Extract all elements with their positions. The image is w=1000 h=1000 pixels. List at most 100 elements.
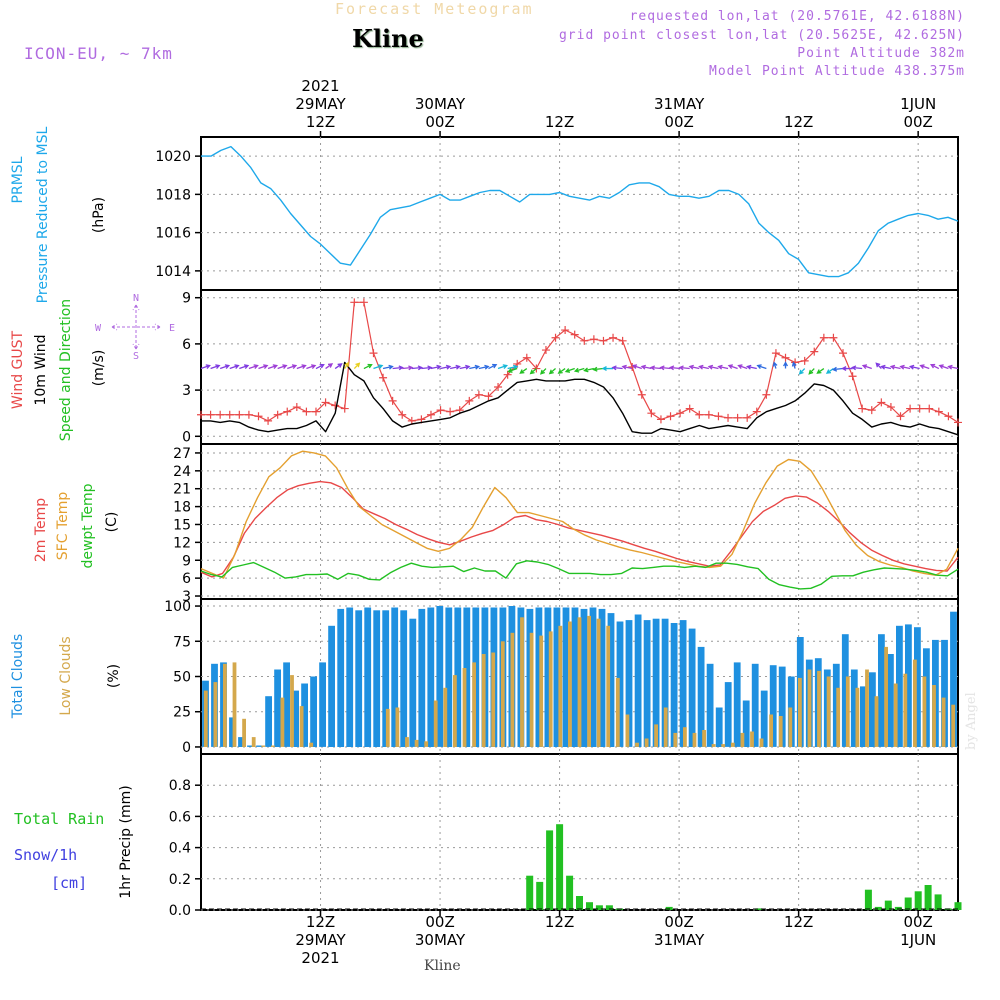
wind-direction-arrow	[267, 364, 279, 370]
gust-marker	[388, 396, 397, 405]
total-cloud-bar	[607, 613, 615, 747]
wind-direction-arrow	[219, 364, 231, 370]
low-cloud-bar	[817, 670, 821, 747]
gust-marker	[848, 372, 857, 381]
gust-marker	[819, 333, 828, 342]
low-cloud-bar	[520, 617, 524, 747]
wind-direction-arrow	[919, 364, 930, 370]
y-tick-label: 1016	[155, 226, 191, 242]
wind-direction-arrow	[756, 364, 767, 370]
gust-marker	[810, 347, 819, 356]
gust-marker	[321, 398, 330, 407]
total-cloud-bar	[310, 676, 317, 747]
total-cloud-bar	[616, 621, 624, 747]
wind-direction-arrow	[334, 363, 343, 370]
low-cloud-bar	[884, 646, 888, 747]
total-cloud-bar	[652, 618, 660, 747]
total-cloud-bar	[265, 696, 272, 747]
low-cloud-bar	[721, 744, 726, 747]
gust-marker	[474, 390, 483, 399]
total-cloud-bar	[562, 607, 570, 747]
total-cloud-bar	[598, 608, 606, 747]
gust-marker	[704, 410, 713, 419]
low-cloud-bar	[529, 632, 534, 747]
time-label-top: 29MAY	[295, 95, 346, 113]
rain-bar	[536, 881, 544, 910]
total-cloud-bar	[247, 745, 254, 747]
wind-direction-arrow	[519, 368, 528, 374]
tsfc-series-line	[200, 450, 959, 579]
wind-direction-arrow	[825, 368, 834, 374]
y-tick-label: 18	[173, 500, 191, 516]
low-cloud-bar	[769, 714, 773, 747]
total-cloud-bar	[742, 700, 750, 747]
y-tick-label: 6	[182, 337, 191, 353]
low-cloud-bar	[740, 732, 745, 747]
gust-marker	[906, 404, 915, 413]
wind-direction-arrow	[507, 364, 519, 370]
rain-bar	[755, 908, 763, 910]
gust-marker	[311, 407, 320, 416]
low-cloud-bar	[290, 675, 294, 747]
y-tick-label: 6	[182, 571, 191, 587]
low-cloud-bar	[424, 741, 429, 747]
panel-frame	[200, 136, 959, 291]
low-cloud-bar	[750, 731, 754, 747]
time-label-top: 2021	[301, 77, 339, 95]
prmsl-label: PRMSL	[10, 156, 26, 203]
low-cloud-bar	[385, 708, 390, 747]
low-cloud-bar	[730, 742, 735, 747]
total-cloud-bar	[427, 607, 435, 747]
gust-marker	[666, 412, 675, 421]
wind-direction-arrow	[875, 362, 882, 369]
total-cloud-bar	[941, 639, 948, 747]
low-cloud-bar	[663, 707, 668, 747]
low-cloud-bar	[702, 730, 706, 747]
time-label-bottom: 00Z	[425, 913, 454, 931]
low-cloud-bar	[807, 669, 812, 747]
gust-marker	[743, 413, 752, 422]
low-cloud-bar	[951, 704, 956, 747]
low-cloud-bar	[251, 737, 256, 747]
time-label-bottom: 00Z	[664, 913, 693, 931]
rain-bar	[874, 906, 882, 910]
low-cloud-bar	[433, 700, 438, 747]
rain-bar	[934, 894, 942, 910]
low-cloud-bar	[673, 732, 678, 747]
location-title: Kline	[352, 24, 424, 53]
sfc-temp-label: SFC Temp	[55, 492, 71, 561]
total-cloud-bar	[301, 683, 308, 747]
point-altitude: Point Altitude 382m	[797, 46, 965, 61]
wind-direction-arrow	[287, 364, 298, 370]
y-tick-label: 25	[173, 705, 191, 721]
low-cloud-bar	[395, 707, 400, 747]
gust-marker	[800, 356, 809, 365]
rain-bar	[576, 896, 583, 910]
gust-marker	[283, 407, 292, 416]
gust-marker	[829, 333, 838, 342]
total-cloud-bar	[382, 610, 390, 747]
gust-marker	[541, 346, 550, 355]
total-cloud-bar	[760, 690, 768, 747]
gust-marker	[954, 418, 962, 427]
precip-unit-label: 1hr Precip (mm)	[118, 785, 134, 898]
gust-marker	[446, 407, 455, 416]
gust-series-line	[201, 301, 959, 423]
rain-bar	[546, 830, 554, 910]
total-cloud-bar	[841, 634, 849, 747]
gust-marker	[934, 407, 943, 416]
low-cloud-bar	[711, 744, 716, 747]
total-cloud-bar	[914, 627, 921, 747]
total-cloud-bar	[571, 607, 579, 747]
gust-marker	[436, 406, 445, 415]
gust-marker	[647, 409, 656, 418]
total-cloud-bar	[769, 665, 777, 747]
time-label-top: 00Z	[903, 113, 932, 131]
total-cloud-bar	[643, 620, 651, 747]
low-clouds-label: Low Clouds	[58, 636, 74, 715]
y-tick-label: 21	[173, 482, 191, 498]
wind-direction-arrow	[478, 364, 490, 370]
wind-direction-arrow	[306, 364, 317, 370]
total-cloud-bar	[625, 620, 633, 747]
time-label-top: 31MAY	[654, 95, 705, 113]
